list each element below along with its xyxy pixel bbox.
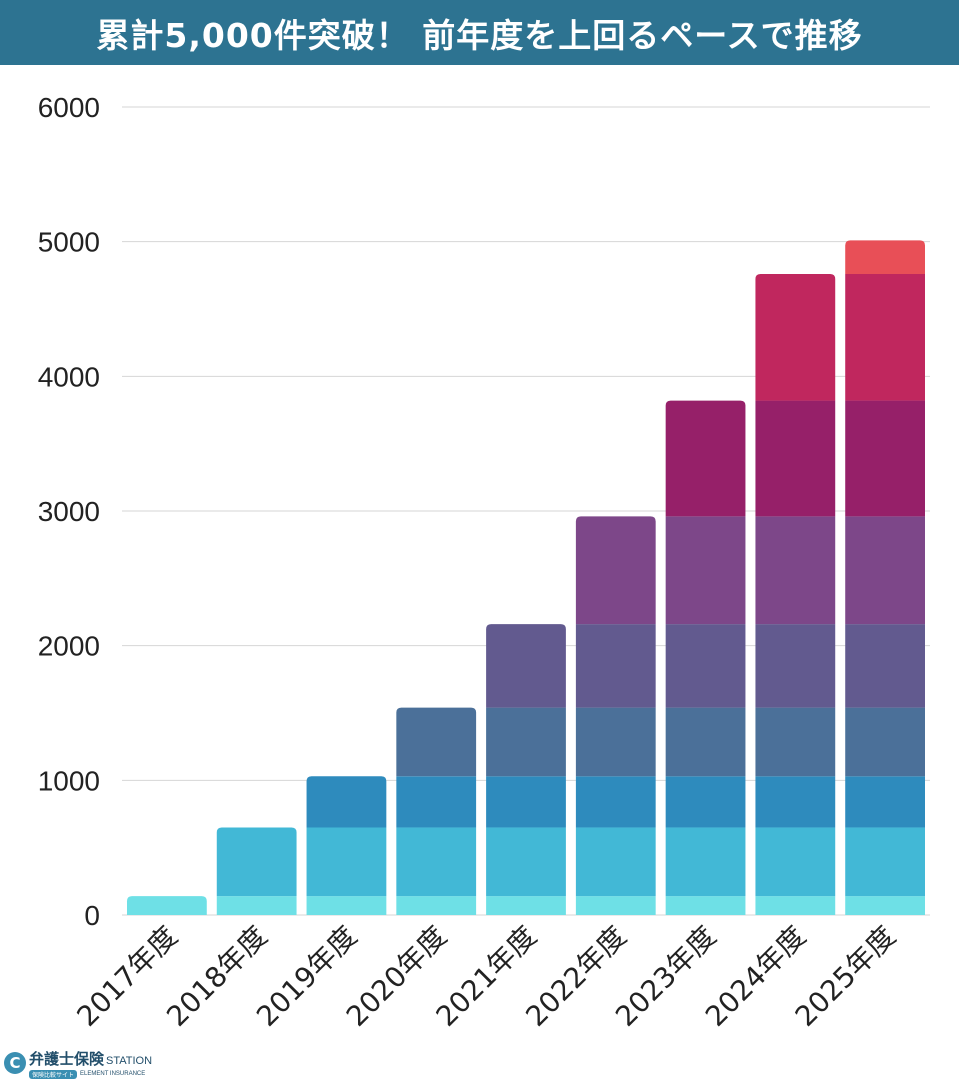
- bar-segment: [665, 896, 746, 915]
- bar-segment: [486, 707, 566, 777]
- bar-segment: [845, 400, 925, 517]
- stacked-bar-chart: 01000200030004000500060002017年度2018年度201…: [38, 92, 930, 1033]
- chart-title: 累計5,000件突破！ 前年度を上回るペースで推移: [96, 15, 863, 55]
- bar-segment: [396, 827, 477, 897]
- bar-segment: [575, 624, 656, 708]
- bar-segment: [127, 896, 207, 915]
- bar-segment: [665, 776, 746, 828]
- bar-segment: [396, 776, 477, 828]
- bar-segment: [755, 827, 836, 897]
- bar-segment: [845, 707, 925, 777]
- logo-name-en: STATION: [106, 1054, 153, 1067]
- y-tick-label: 3000: [38, 496, 100, 527]
- bar-segment: [665, 827, 746, 897]
- bar-segment: [845, 776, 925, 828]
- brand-logo[interactable]: C 弁護士保険 STATION 保険比較サイト ELEMENT INSURANC…: [4, 1048, 152, 1079]
- logo-name-jp: 弁護士保険: [29, 1049, 105, 1068]
- bar-segment: [396, 707, 477, 777]
- bar-segment: [755, 273, 836, 401]
- bar-segment: [396, 896, 477, 915]
- bar-segment: [845, 273, 925, 401]
- bar-segment: [575, 896, 656, 915]
- bar-segment: [665, 516, 746, 625]
- bar-segment: [486, 776, 566, 828]
- logo-sub-en: ELEMENT INSURANCE: [80, 1071, 146, 1077]
- y-tick-label: 4000: [38, 361, 100, 392]
- logo-icon: C: [4, 1052, 26, 1074]
- bar-segment: [845, 896, 925, 915]
- header-bar: 累計5,000件突破！ 前年度を上回るペースで推移: [0, 0, 959, 65]
- y-tick-label: 6000: [38, 92, 100, 123]
- bar-segment: [665, 400, 746, 517]
- logo-text: 弁護士保険 STATION 保険比較サイト ELEMENT INSURANCE: [29, 1048, 152, 1079]
- bar-segment: [486, 896, 566, 915]
- bar-segment: [486, 827, 566, 897]
- bar-segment: [845, 624, 925, 708]
- y-tick-label: 5000: [38, 227, 100, 258]
- bar-segment: [755, 516, 836, 625]
- bar-segment: [755, 776, 836, 828]
- y-tick-label: 0: [84, 900, 100, 931]
- bar-segment: [306, 896, 387, 915]
- bar-segment: [755, 896, 836, 915]
- bar-segment: [486, 624, 566, 708]
- bar-segment: [845, 240, 925, 274]
- bar-segment: [575, 707, 656, 777]
- bar-segment: [575, 516, 656, 625]
- bar-segment: [216, 827, 297, 897]
- bar-segment: [665, 707, 746, 777]
- logo-badge: 保険比較サイト: [29, 1069, 78, 1079]
- bar-segment: [575, 776, 656, 828]
- bar-segment: [216, 896, 297, 915]
- bar-segment: [755, 624, 836, 708]
- bar-segment: [665, 624, 746, 708]
- bar-segment: [845, 827, 925, 897]
- bar-segment: [306, 776, 387, 828]
- bar-segment: [755, 707, 836, 777]
- y-tick-label: 1000: [38, 765, 100, 796]
- bar-segment: [845, 516, 925, 625]
- bar-segment: [575, 827, 656, 897]
- bar-segment: [755, 400, 836, 517]
- y-tick-label: 2000: [38, 631, 100, 662]
- bar-segment: [306, 827, 387, 897]
